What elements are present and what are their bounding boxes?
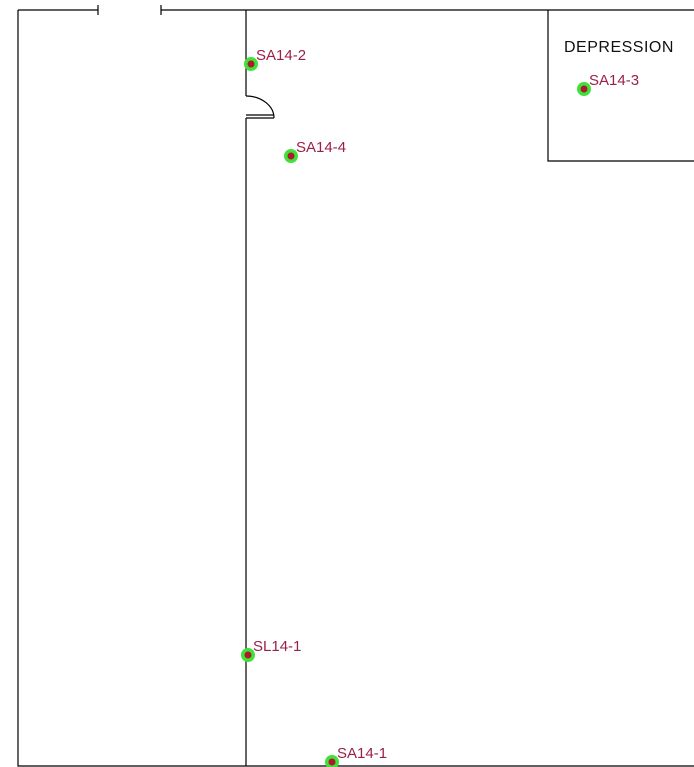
sample-label: SA14-2 [256,47,306,64]
sample-dot [328,758,336,766]
sample-dot [287,152,295,160]
sample-label: SL14-1 [253,638,301,655]
door [245,95,275,119]
sample-label: SA14-1 [337,745,387,762]
sample-dot [580,85,588,93]
walls [17,5,694,767]
top-wall [18,5,694,15]
sample-label: SA14-4 [296,139,346,156]
sample-dot [247,60,255,68]
room-label: DEPRESSION [564,39,674,56]
outer-wall [17,10,694,767]
sample-label: SA14-3 [589,72,639,89]
sample-dot [244,651,252,659]
sample-points: SA14-2 SA14-3 SA14-4 SL14-1 SA14-1 [241,47,639,767]
depression-box [547,10,694,162]
